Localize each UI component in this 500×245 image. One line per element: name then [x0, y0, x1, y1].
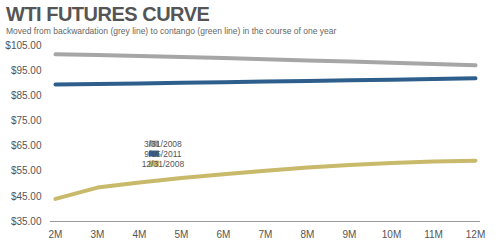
svg-text:$55.00: $55.00: [11, 165, 42, 176]
svg-text:10M: 10M: [382, 229, 401, 240]
svg-text:6M: 6M: [217, 229, 231, 240]
svg-text:$75.00: $75.00: [11, 115, 42, 126]
svg-text:9M: 9M: [343, 229, 357, 240]
svg-text:5M: 5M: [175, 229, 189, 240]
svg-text:12/31/2008: 12/31/2008: [142, 159, 185, 169]
svg-text:$35.00: $35.00: [11, 216, 42, 227]
svg-text:$95.00: $95.00: [11, 65, 42, 76]
svg-text:4M: 4M: [133, 229, 147, 240]
svg-text:9/15/2011: 9/15/2011: [144, 149, 181, 159]
svg-text:3M: 3M: [91, 229, 105, 240]
svg-text:11M: 11M: [424, 229, 443, 240]
svg-text:2M: 2M: [49, 229, 63, 240]
svg-text:$45.00: $45.00: [11, 191, 42, 202]
html-text:Moved from backwardation (grey: Moved from backwardation (grey line) to …: [6, 26, 337, 36]
svg-text:$65.00: $65.00: [11, 140, 42, 151]
svg-text:12M: 12M: [466, 229, 485, 240]
svg-text:3/31/2008: 3/31/2008: [144, 139, 182, 149]
svg-text:7M: 7M: [259, 229, 273, 240]
html-text:WTI FUTURES CURVE: WTI FUTURES CURVE: [6, 3, 210, 25]
svg-text:$105.00: $105.00: [5, 40, 42, 51]
svg-text:$85.00: $85.00: [11, 90, 42, 101]
svg-text:8M: 8M: [301, 229, 315, 240]
